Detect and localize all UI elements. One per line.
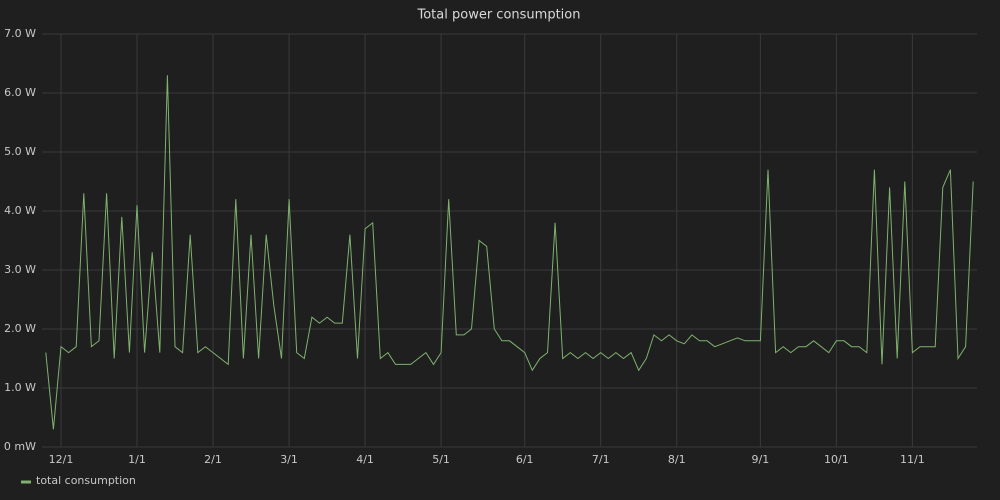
chart-title: Total power consumption	[417, 8, 581, 23]
y-tick-label: 7.0 W	[4, 27, 36, 40]
y-tick-label: 0 mW	[4, 440, 36, 453]
x-tick-label: 1/1	[128, 453, 146, 466]
y-tick-label: 6.0 W	[4, 86, 36, 99]
x-tick-label: 5/1	[432, 453, 450, 466]
x-tick-label: 2/1	[204, 453, 222, 466]
x-tick-label: 9/1	[752, 453, 770, 466]
x-tick-label: 7/1	[592, 453, 610, 466]
x-tick-label: 8/1	[668, 453, 686, 466]
x-tick-label: 3/1	[280, 453, 298, 466]
y-tick-label: 5.0 W	[4, 145, 36, 158]
x-tick-label: 11/1	[900, 453, 925, 466]
series-line	[45, 75, 974, 430]
x-tick-label: 6/1	[516, 453, 534, 466]
x-tick-label: 4/1	[356, 453, 374, 466]
legend-label: total consumption	[36, 474, 136, 487]
x-tick-label: 10/1	[824, 453, 849, 466]
x-tick-label: 12/1	[49, 453, 74, 466]
y-tick-label: 3.0 W	[4, 263, 36, 276]
y-tick-label: 2.0 W	[4, 322, 36, 335]
y-tick-label: 1.0 W	[4, 381, 36, 394]
y-tick-label: 4.0 W	[4, 204, 36, 217]
